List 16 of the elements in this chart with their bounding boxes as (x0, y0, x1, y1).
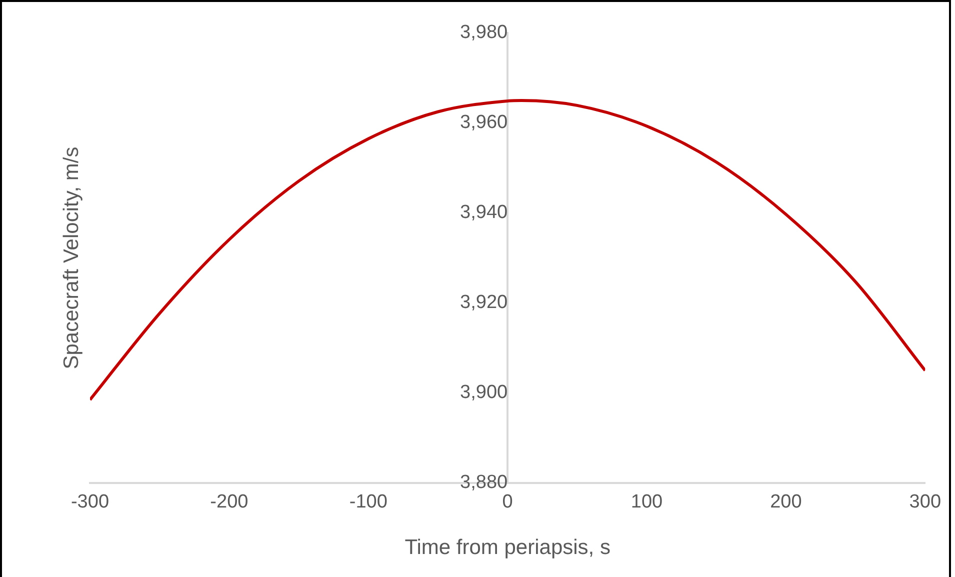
y-tick-label: 3,880 (460, 472, 508, 494)
line-series (90, 99, 926, 402)
x-tick-label: 200 (770, 492, 802, 513)
x-tick-label: -200 (210, 492, 248, 513)
x-tick-label: 100 (630, 492, 663, 513)
x-tick-label: -100 (349, 492, 388, 513)
x-tick-label: -300 (70, 492, 110, 513)
x-tick-label: 300 (909, 492, 941, 513)
x-tick-label: 0 (502, 492, 513, 513)
y-tick-label: 3,900 (460, 382, 508, 404)
y-tick-label: 3,920 (460, 292, 508, 314)
y-tick-label: 3,940 (460, 202, 508, 224)
y-tick-label: 3,960 (460, 112, 508, 134)
x-axis-title: Time from periapsis, s (404, 536, 610, 560)
y-axis-title: Spacecraft Velocity, m/s (60, 146, 83, 370)
y-tick-label: 3,980 (460, 22, 508, 44)
